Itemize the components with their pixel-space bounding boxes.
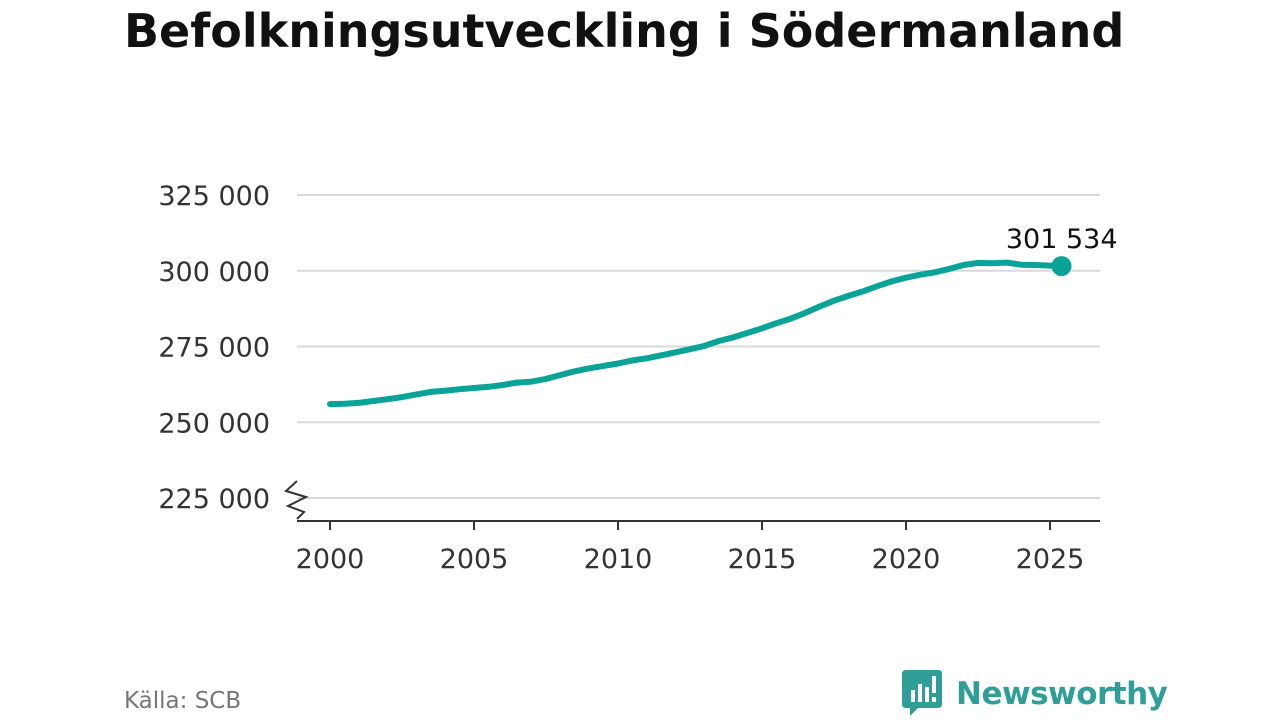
newsworthy-logo: Newsworthy [902, 670, 1168, 718]
y-tick-label: 275 000 [158, 333, 270, 364]
x-tick-label: 2025 [1016, 544, 1085, 575]
chart-title: Befolkningsutveckling i Södermanland [124, 4, 1125, 58]
end-value-label: 301 534 [1006, 224, 1118, 255]
x-axis: 2000 2005 2010 2015 2020 2025 [284, 480, 1100, 575]
source-note: Källa: SCB [124, 688, 242, 714]
y-tick-label: 300 000 [158, 257, 270, 288]
y-axis-ticks: 225 000 250 000 275 000 300 000 325 000 [158, 181, 270, 515]
y-tick-label: 250 000 [158, 408, 270, 439]
line-chart: 225 000 250 000 275 000 300 000 325 000 2000… [158, 181, 1118, 575]
series-layer: 301 534 [327, 224, 1118, 408]
end-point-marker [1051, 256, 1072, 277]
brand-name: Newsworthy [956, 676, 1168, 712]
population-line [327, 259, 1065, 408]
y-tick-label: 225 000 [158, 484, 270, 515]
x-tick-label: 2010 [584, 544, 653, 575]
y-tick-label: 325 000 [158, 181, 270, 212]
x-tick-label: 2005 [440, 544, 509, 575]
newsworthy-logo-icon [902, 670, 942, 716]
x-tick-label: 2015 [728, 544, 797, 575]
x-tick-label: 2020 [872, 544, 941, 575]
x-tick-label: 2000 [296, 544, 365, 575]
axis-break-icon [284, 480, 309, 520]
